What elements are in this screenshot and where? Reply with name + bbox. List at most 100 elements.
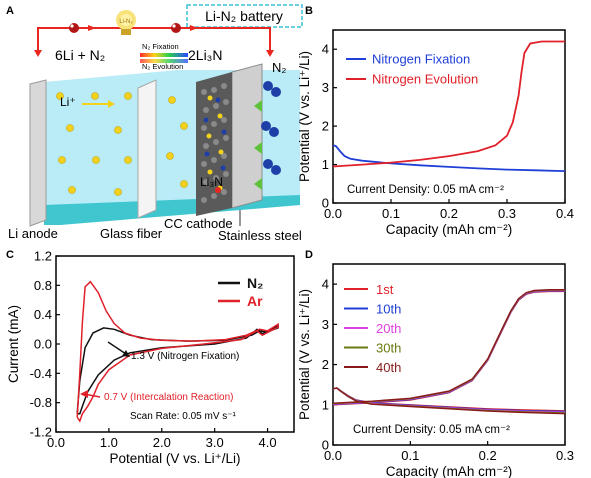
n2-inflow-arrows	[254, 100, 262, 190]
n2-molecule-icon	[263, 81, 281, 97]
legend-label: 1st	[376, 282, 394, 297]
fixation-pointer-line	[107, 341, 127, 355]
evolution-label: N₂ Evolution	[142, 62, 183, 71]
x-tick-label: 1.0	[100, 435, 118, 450]
series-line-nitrogen-fixation	[332, 144, 566, 172]
x-tick-label: 0.1	[401, 448, 419, 463]
li-ion-label: Li⁺	[60, 95, 76, 109]
y-tick-label: 0	[322, 196, 329, 211]
plot-frame	[332, 263, 566, 446]
legend-label: N₂	[247, 275, 263, 291]
wire-arrow-right-icon	[266, 50, 274, 57]
intercalation-pointer-arrow-icon	[80, 390, 88, 398]
y-tick-label: 2	[322, 357, 329, 372]
y-tick-label: -0.4	[30, 366, 52, 381]
legend-label: 20th	[376, 321, 401, 336]
y-tick-label: 3	[322, 80, 329, 95]
n2-molecule-icon	[263, 159, 281, 175]
electron-flow-arrow-icon	[88, 25, 96, 31]
electron-icon	[69, 23, 79, 33]
x-tick-label: 0.4	[556, 206, 574, 221]
x-tick-label: 0.3	[498, 206, 516, 221]
light-bulb-icon	[116, 10, 136, 35]
y-tick-label: 2	[322, 119, 329, 134]
y-tick-label: 0	[322, 438, 329, 453]
x-axis-label: Capacity (mAh cm⁻²)	[386, 222, 512, 237]
chart-c-annotation-intercalation: 0.7 V (Intercalation Reaction)	[104, 392, 234, 403]
chart-b-current-density: Current Density: 0.05 mA cm⁻²	[347, 184, 504, 196]
panel-d-letter: D	[305, 249, 313, 261]
reaction-arrow-reverse-icon	[140, 59, 188, 63]
chart-b-potential-capacity: 0.0 0.1 0.2 0.3 0.4 0 1 2 3 4 Capacity (mAh cm⁻²) P…	[297, 29, 574, 237]
y-axis-label: Current (mA)	[6, 305, 21, 383]
x-tick-label: 3.0	[206, 435, 224, 450]
x-tick-label: 2.0	[153, 435, 171, 450]
series-line-nitrogen-evolution	[332, 40, 565, 168]
fixation-pointer-arrow-icon	[122, 350, 130, 357]
x-tick-label: 4.0	[259, 435, 277, 450]
y-tick-label: 1	[322, 397, 329, 412]
fixation-label: N₂ Fixation	[142, 42, 179, 51]
series-line-ar	[76, 280, 279, 423]
y-tick-label: -1.2	[30, 425, 52, 440]
bulb-label: Li-N₂	[119, 19, 133, 25]
label-cc-cathode: CC cathode	[164, 216, 233, 231]
x-tick-label: 0.0	[324, 448, 342, 463]
li3n-label: Li₃N	[200, 175, 223, 189]
glass-fiber-separator	[137, 79, 157, 219]
chart-c-cyclic-voltammetry: 0.0 1.0 2.0 3.0 4.0 -1.2 -0.8 -0.4 0.0 0.4 0.8 1.2 P…	[6, 249, 295, 466]
li-ion-arrow-head-icon	[108, 100, 115, 108]
y-tick-label: 1	[322, 157, 329, 172]
n2-molecule-icon	[261, 121, 279, 137]
y-axis-label: Potential (V vs. Li⁺/Li)	[297, 289, 312, 420]
equation-left: 6Li + N₂	[55, 47, 105, 63]
circuit-wire	[37, 27, 271, 50]
chart-c-scan-rate: Scan Rate: 0.05 mV s⁻¹	[130, 411, 237, 422]
battery-title: Li-N₂ battery	[205, 8, 283, 24]
x-axis-label: Potential (V vs. Li⁺/Li)	[110, 451, 241, 466]
legend-label: Nitrogen Fixation	[372, 52, 470, 67]
y-tick-label: 3	[322, 317, 329, 332]
chart-d-cycling: 0.0 0.1 0.2 0.3 0 1 2 3 4 Capacity (mAh cm⁻²) Pote…	[297, 263, 574, 478]
y-axis-label: Potential (V vs. Li⁺/Li)	[297, 51, 312, 182]
x-tick-label: 0.2	[440, 206, 458, 221]
legend-label: 30th	[376, 341, 401, 356]
li-ion-dots	[56, 92, 188, 196]
y-tick-label: 4	[322, 277, 329, 292]
legend-label: 10th	[376, 302, 401, 317]
panel-b-letter: B	[305, 5, 313, 17]
cc-cathode	[196, 72, 232, 216]
label-stainless-steel: Stainless steel	[218, 228, 302, 243]
panel-a-letter: A	[6, 5, 14, 17]
legend-label: Ar	[247, 293, 263, 309]
reaction-arrow-forward-icon	[140, 53, 188, 57]
legend-label: Nitrogen Evolution	[372, 72, 478, 87]
legend-label: 40th	[376, 360, 401, 375]
y-tick-label: 0.4	[34, 307, 52, 322]
panel-a-schematic: A Li-N₂ battery Li-N₂ 6Li + N₂ 2Li₃N N₂ …	[6, 4, 303, 243]
y-tick-label: 4	[322, 42, 329, 57]
equation-right: 2Li₃N	[188, 47, 223, 63]
li-anode-plate	[29, 79, 47, 227]
chart-c-annotation-fixation: 1.3 V (Nitrogen Fixation)	[131, 351, 239, 362]
chart-d-current-density: Current Density: 0.05 mA cm⁻²	[353, 424, 510, 436]
x-tick-label: 0.3	[556, 448, 574, 463]
x-tick-label: 0.2	[479, 448, 497, 463]
series-discharge-40th	[332, 387, 566, 415]
y-tick-label: 1.2	[34, 249, 52, 264]
x-axis-label: Capacity (mAh cm⁻²)	[386, 464, 512, 478]
electron-flow-arrow-icon	[190, 25, 198, 31]
label-li-anode: Li anode	[8, 226, 58, 241]
series-charge-40th	[332, 289, 565, 404]
electron-icon	[171, 23, 181, 33]
x-tick-label: 0.0	[324, 206, 342, 221]
label-glass-fiber: Glass fiber	[100, 226, 163, 241]
x-tick-label: 0.1	[382, 206, 400, 221]
y-tick-label: 0.0	[34, 337, 52, 352]
y-tick-label: 0.8	[34, 278, 52, 293]
n2-gas-label: N₂	[272, 60, 286, 75]
wire-arrow-left-icon	[34, 50, 42, 57]
x-tick-label: 0.0	[47, 435, 65, 450]
y-tick-label: -0.8	[30, 395, 52, 410]
